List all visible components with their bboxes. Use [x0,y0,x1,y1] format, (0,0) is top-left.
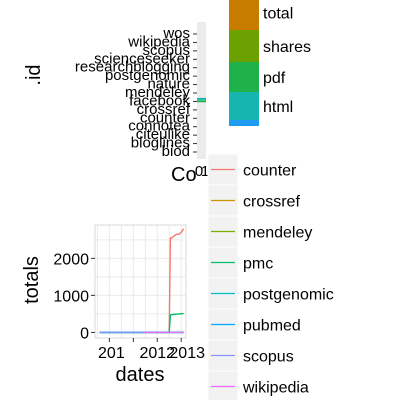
bottom-y-tick-label: 2000 [53,251,89,268]
top-y-axis-title: .id [23,64,45,85]
bottom-y-tick-labels: 0 1000 2000 [53,251,95,342]
top-y-tick-label: scienceseeker [94,50,190,67]
bottom-legend-label: wikipedia [242,380,309,397]
top-y-tick-label: postgenomic [105,67,191,84]
top-y-tick-label: researchblogging [75,59,190,76]
series-line-counter [99,228,185,334]
top-legend-key [229,92,259,120]
bottom-legend: .idcountercrossrefmendeleypmcpostgenomic… [207,153,334,400]
top-bar [197,97,206,100]
bottom-legend-label: postgenomic [243,287,334,304]
bottom-legend-label: crossref [243,194,300,211]
top-y-tick-labels: woswikipediascopusscienceseekerresearchb… [75,25,197,160]
top-y-tick-label: facebook [129,92,190,109]
top-legend-key [229,120,259,126]
top-y-tick-label: mendeley [125,84,191,101]
top-y-tick-label: wikipedia [127,33,190,50]
top-y-tick-label: biod [162,143,190,160]
top-legend-label: total [263,6,293,23]
bottom-legend-label: scopus [243,349,294,366]
top-x-tick-label: 0 [195,163,203,180]
top-y-tick-label: connotea [128,118,190,135]
bottom-axes [94,224,187,339]
top-legend-label: html [263,99,293,116]
bottom-x-tick-label: 2013 [169,345,205,362]
bottom-x-tick-label: 2012 [139,345,175,362]
bottom-legend-label: pubmed [243,318,301,335]
top-x-axis-title: Co [171,164,197,186]
top-bars [197,97,206,103]
bottom-y-tick-label: 1000 [53,288,89,305]
top-y-tick-label: counter [140,109,190,126]
bottom-series-lines [99,228,185,334]
bottom-panel-background [95,225,186,338]
top-y-tick-label: crossref [137,101,191,118]
bottom-panel-border [94,224,187,339]
bottom-x-tick-label: 201 [98,345,125,362]
bottom-legend-label: pmc [243,256,273,273]
top-bar [197,100,206,103]
bottom-x-axis-title: dates [116,364,165,386]
top-y-tick-label: wos [162,25,190,42]
top-legend-label: shares [263,39,311,56]
bottom-grid [95,225,186,338]
top-legend-key [229,62,259,92]
top-legend: total shares pdf html [229,0,311,126]
top-y-tick-label: scopus [142,42,190,59]
top-chart: woswikipediascopusscienceseekerresearchb… [23,0,311,186]
bottom-y-tick-label: 0 [80,325,89,342]
top-legend-key [229,0,259,30]
bottom-legend-key [207,370,239,400]
top-x-tick-labels: 01 [195,163,209,180]
top-y-tick-label: citeulike [136,126,190,143]
top-legend-key [229,30,259,62]
top-x-tick-label: 1 [201,163,209,180]
bottom-y-axis-title: totals [21,256,43,304]
top-y-tick-label: nature [147,76,190,93]
bottom-legend-label: mendeley [243,225,312,242]
top-legend-label: pdf [263,70,286,87]
top-y-tick-label: bloglines [131,135,190,152]
bottom-legend-label: counter [243,163,297,180]
top-panel-background [197,22,206,159]
